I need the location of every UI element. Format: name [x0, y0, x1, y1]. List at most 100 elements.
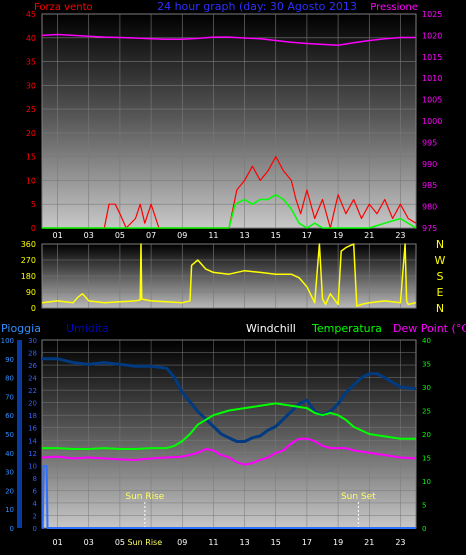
temperature-tick-label: 25 [422, 408, 431, 416]
humidity-tick-label: 18 [28, 412, 37, 420]
hour-tick-label: 15 [271, 538, 281, 547]
hour-tick-label: 23 [395, 231, 405, 240]
temperature-tick-label: 15 [422, 455, 431, 463]
pressure-tick-label: 975 [422, 224, 437, 233]
rain-tick-label: 30 [5, 469, 14, 477]
temperature-humidity-plot-area [41, 339, 417, 529]
hour-tick-label: 21 [364, 538, 374, 547]
humidity-tick-label: 24 [28, 375, 37, 383]
pressure-tick-label: 1020 [422, 31, 442, 40]
wind-tick-label: 40 [26, 34, 36, 43]
pressure-tick-label: 1015 [422, 53, 442, 62]
humidity-tick-label: 20 [28, 400, 37, 408]
direction-tick-label: 180 [21, 272, 36, 281]
hour-tick-label: 17 [302, 231, 312, 240]
temperature-legend-label: Temperatura [311, 322, 382, 335]
humidity-tick-label: 30 [28, 337, 37, 345]
temperature-tick-label: 0 [422, 525, 426, 533]
hour-tick-label: 19 [333, 538, 343, 547]
direction-tick-label: 360 [21, 240, 36, 249]
pressure-tick-label: 990 [422, 160, 437, 169]
pressure-tick-label: 995 [422, 138, 437, 147]
humidity-tick-label: 16 [28, 425, 37, 433]
humidity-tick-label: 8 [33, 475, 37, 483]
hour-tick-label: 03 [84, 538, 94, 547]
sunrise-label: Sun Rise [125, 492, 164, 502]
wind-speed-axis-title: Forza vento [34, 2, 93, 13]
wind-tick-label: 15 [26, 153, 36, 162]
hour-tick-label: 23 [395, 538, 405, 547]
humidity-tick-label: 4 [33, 500, 38, 508]
direction-tick-label: 0 [31, 304, 36, 313]
pressure-tick-label: 1000 [422, 117, 442, 126]
sunrise-tick-label: Sun Rise [128, 538, 163, 547]
humidity-tick-label: 28 [28, 350, 37, 358]
rain-tick-label: 80 [5, 375, 14, 383]
hour-tick-label: 09 [177, 538, 187, 547]
pressure-series [41, 33, 416, 46]
rain-tick-label: 50 [5, 431, 14, 439]
rain-scale-bar [17, 340, 22, 528]
wind-pressure-plot-area [41, 13, 417, 229]
pressure-tick-label: 1025 [422, 10, 442, 19]
wind-tick-label: 45 [26, 10, 36, 19]
wind-tick-label: 10 [26, 176, 36, 185]
hour-tick-label: 13 [239, 231, 249, 240]
hour-tick-label: 11 [208, 231, 218, 240]
direction-tick-label: 90 [26, 288, 36, 297]
humidity-tick-label: 14 [28, 437, 37, 445]
graph-title: 24 hour graph (day: 30 Agosto 2013 [157, 0, 357, 13]
wind-tick-label: 20 [26, 129, 36, 138]
wind-tick-label: 35 [26, 58, 36, 67]
wind-direction-series [41, 243, 417, 307]
sunset-label: Sun Set [341, 492, 376, 502]
humidity-tick-label: 22 [28, 387, 37, 395]
hour-tick-label: 19 [333, 231, 343, 240]
rain-tick-label: 10 [5, 506, 14, 514]
hour-tick-label: 01 [52, 231, 62, 240]
temperature-tick-label: 5 [422, 502, 426, 510]
humidity-tick-label: 26 [28, 362, 37, 370]
pressure-axis-title: Pressione [370, 2, 418, 13]
wind-tick-label: 30 [26, 81, 36, 90]
dewpoint-legend-label: Dew Point (°C) [393, 322, 466, 335]
hour-tick-label: 05 [115, 538, 125, 547]
humidity-series [42, 357, 417, 443]
rain-axis-title: Pioggia [1, 322, 41, 335]
rain-tick-label: 40 [5, 450, 14, 458]
windchill-legend-label: Windchill [246, 322, 296, 335]
hour-tick-label: 13 [239, 538, 249, 547]
hour-tick-label: 21 [364, 231, 374, 240]
hour-tick-label: 01 [52, 538, 62, 547]
pressure-tick-label: 1010 [422, 74, 442, 83]
temperature-tick-label: 20 [422, 431, 431, 439]
gust-series [42, 193, 417, 229]
rain-series [41, 465, 416, 529]
humidity-tick-label: 6 [33, 487, 38, 495]
compass-letter: E [437, 286, 444, 299]
wind-tick-label: 25 [26, 105, 36, 114]
hour-tick-label: 03 [84, 231, 94, 240]
compass-letter: S [437, 270, 444, 283]
pressure-tick-label: 985 [422, 181, 437, 190]
dewpoint-series [41, 437, 417, 466]
humidity-tick-label: 12 [28, 450, 37, 458]
hour-tick-label: 07 [146, 231, 156, 240]
temperature-tick-label: 30 [422, 384, 431, 392]
pressure-tick-label: 1005 [422, 96, 442, 105]
compass-letter: N [436, 238, 444, 251]
humidity-tick-label: 10 [28, 462, 37, 470]
rain-tick-label: 0 [10, 525, 14, 533]
temperature-series [42, 402, 416, 450]
pressure-tick-label: 980 [422, 203, 437, 212]
humidity-tick-label: 2 [33, 512, 37, 520]
humidity-axis-title: Umidita [66, 322, 109, 335]
rain-tick-label: 60 [5, 412, 14, 420]
rain-tick-label: 70 [5, 393, 14, 401]
rain-tick-label: 100 [1, 337, 14, 345]
direction-tick-label: 270 [21, 256, 36, 265]
wind-speed-series [42, 156, 417, 229]
hour-tick-label: 17 [302, 538, 312, 547]
humidity-tick-label: 0 [33, 525, 37, 533]
